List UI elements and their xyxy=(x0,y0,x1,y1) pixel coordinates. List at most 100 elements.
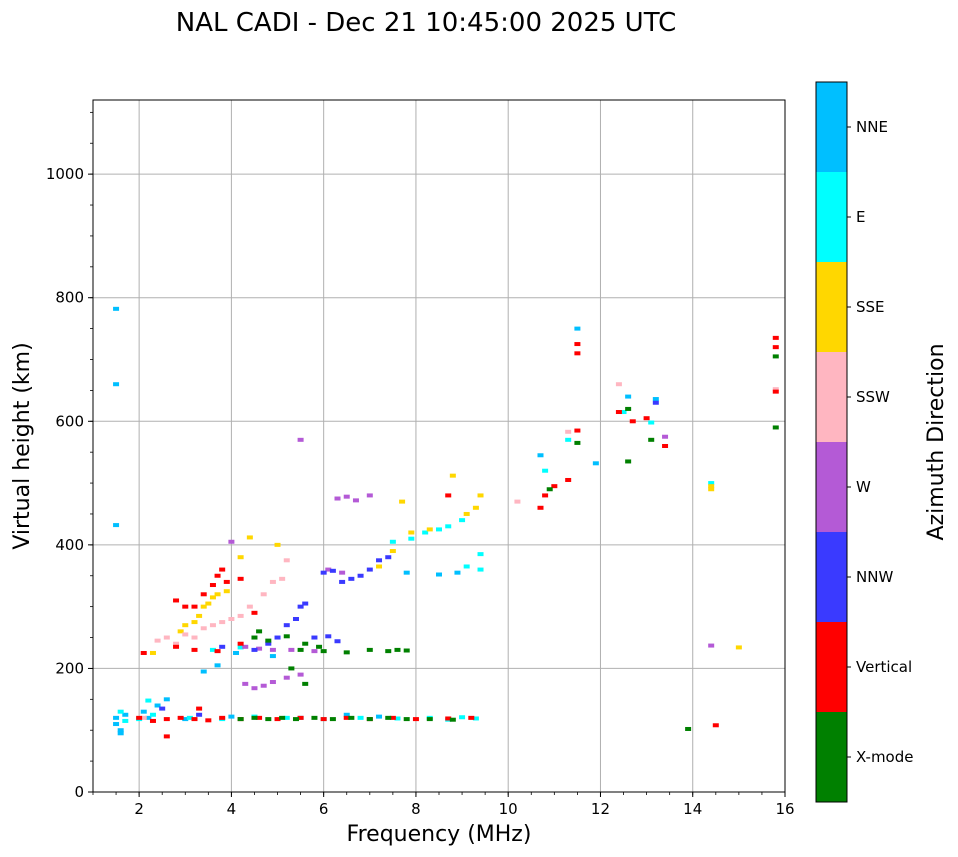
data-point-w xyxy=(297,672,304,677)
data-point-e xyxy=(542,468,549,473)
data-point-ssw xyxy=(772,387,779,392)
data-point-e xyxy=(237,645,244,650)
data-point-ssw xyxy=(615,382,622,387)
data-point-vertical xyxy=(574,428,581,433)
data-point-sse xyxy=(182,623,189,628)
data-point-nne xyxy=(403,570,410,575)
data-point-e xyxy=(459,518,466,523)
data-point-sse xyxy=(408,530,415,535)
data-point-vertical xyxy=(565,477,572,482)
colorbar-border xyxy=(815,81,848,803)
data-point-sse xyxy=(209,595,216,600)
data-point-e xyxy=(708,481,715,486)
data-point-nnw xyxy=(311,635,318,640)
data-point-x-mode xyxy=(403,648,410,653)
data-point-vertical xyxy=(537,505,544,510)
data-point-vertical xyxy=(214,573,221,578)
x-axis-ticks: 2 4 6 8 10 12 14 16 xyxy=(92,792,795,818)
data-point-sse xyxy=(426,527,433,532)
data-point-sse xyxy=(237,555,244,560)
data-point-w xyxy=(269,680,276,685)
data-point-e xyxy=(394,716,401,721)
data-point-e xyxy=(472,716,479,721)
data-point-vertical xyxy=(219,567,226,572)
data-point-nne xyxy=(269,654,276,659)
data-point-vertical xyxy=(320,717,327,722)
data-point-ssw xyxy=(246,604,253,609)
data-point-e xyxy=(145,698,152,703)
y-axis-label: Virtual height (km) xyxy=(10,342,35,549)
data-point-e xyxy=(149,712,156,717)
colorbar-tick-label: NNE xyxy=(856,118,888,136)
data-point-x-mode xyxy=(283,634,290,639)
data-point-sse xyxy=(472,505,479,510)
data-point-nnw xyxy=(357,573,364,578)
data-point-nne xyxy=(574,326,581,331)
data-point-sse xyxy=(196,613,203,618)
colorbar-segment xyxy=(816,352,847,442)
data-point-vertical xyxy=(615,410,622,415)
data-point-sse xyxy=(205,601,212,606)
data-point-nne xyxy=(145,715,152,720)
data-point-x-mode xyxy=(685,726,692,731)
colorbar-tick-label: SSE xyxy=(856,298,885,316)
colorbar-segment xyxy=(816,712,847,802)
data-point-x-mode xyxy=(302,681,309,686)
data-point-w xyxy=(339,570,346,575)
colorbar-tick-label: W xyxy=(856,478,871,496)
data-point-ssw xyxy=(283,558,290,563)
data-point-vertical xyxy=(542,493,549,498)
data-point-nne xyxy=(652,397,659,402)
data-point-nnw xyxy=(320,570,327,575)
data-point-x-mode xyxy=(366,717,373,722)
data-point-vertical xyxy=(200,592,207,597)
x-tick-label: 10 xyxy=(499,800,518,818)
data-point-nnw xyxy=(219,644,226,649)
data-point-vertical xyxy=(772,389,779,394)
data-point-e xyxy=(422,530,429,535)
data-point-vertical xyxy=(468,715,475,720)
data-point-vertical xyxy=(643,416,650,421)
data-point-x-mode xyxy=(237,717,244,722)
y-tick-label: 1000 xyxy=(46,165,84,183)
data-point-nne xyxy=(592,461,599,466)
data-point-x-mode xyxy=(343,650,350,655)
data-point-vertical xyxy=(191,604,198,609)
data-point-vertical xyxy=(274,717,281,722)
colorbar-segment xyxy=(816,262,847,352)
data-point-nne xyxy=(163,697,170,702)
data-point-vertical xyxy=(237,576,244,581)
data-point-vertical xyxy=(163,734,170,739)
data-point-ssw xyxy=(565,429,572,434)
data-point-ssw xyxy=(209,623,216,628)
data-point-vertical xyxy=(209,583,216,588)
data-point-nnw xyxy=(251,647,258,652)
data-point-x-mode xyxy=(251,635,258,640)
data-point-nne xyxy=(154,703,161,708)
data-point-sse xyxy=(708,484,715,489)
data-point-w xyxy=(334,496,341,501)
data-point-e xyxy=(477,552,484,557)
data-point-nnw xyxy=(348,576,355,581)
data-point-nne xyxy=(117,731,124,736)
data-point-nne xyxy=(343,712,350,717)
data-point-x-mode xyxy=(256,629,263,634)
data-point-vertical xyxy=(574,342,581,347)
data-point-sse xyxy=(735,645,742,650)
plot-area: 2 4 6 8 10 12 14 16 0 200 400 600 800 1000 xyxy=(46,99,795,818)
data-point-ssw xyxy=(191,635,198,640)
data-point-e xyxy=(389,539,396,544)
data-point-sse xyxy=(191,620,198,625)
colorbar: X-mode Vertical NNW W SSW SSE E NNE xyxy=(815,81,913,803)
data-point-nne xyxy=(200,669,207,674)
data-point-nne xyxy=(113,715,120,720)
data-point-vertical xyxy=(343,715,350,720)
y-tick-label: 800 xyxy=(55,289,84,307)
data-point-vertical xyxy=(445,716,452,721)
data-point-sse xyxy=(449,473,456,478)
data-point-sse xyxy=(477,493,484,498)
data-point-e xyxy=(648,420,655,425)
data-point-nnw xyxy=(302,601,309,606)
data-point-ssw xyxy=(163,635,170,640)
data-point-vertical xyxy=(445,493,452,498)
